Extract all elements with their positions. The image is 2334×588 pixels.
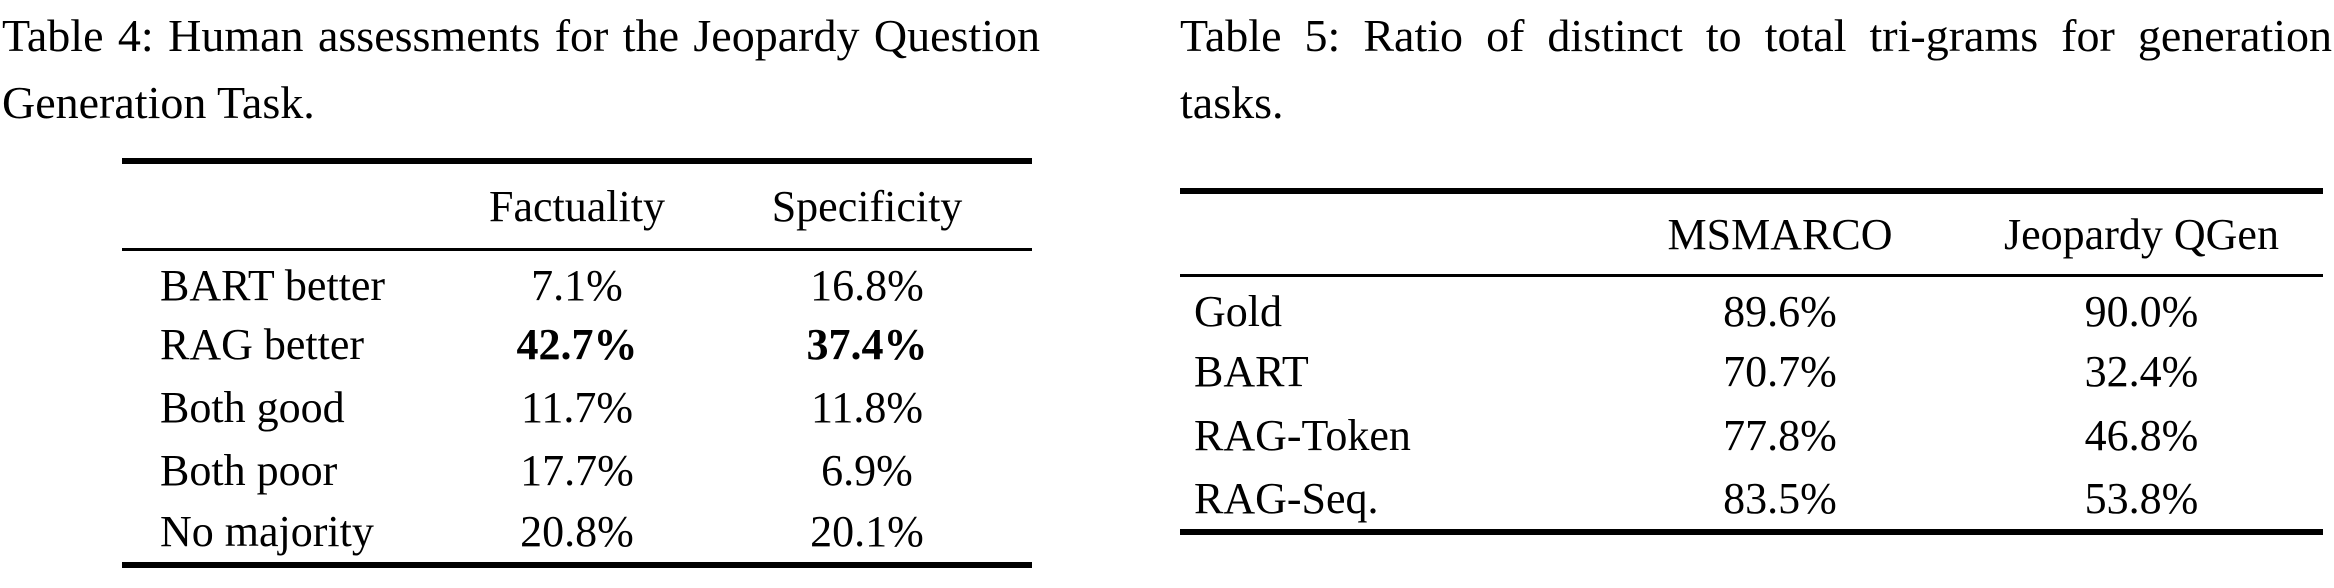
table4-header-specificity: Specificity: [702, 161, 1032, 251]
row-label: No majority: [160, 507, 374, 556]
msmarco-value: 83.5%: [1723, 473, 1837, 523]
table5-section: Table 5: Ratio of distinct to total tri-…: [1180, 0, 2332, 588]
row-label: Both good: [160, 382, 345, 432]
table4-section: Table 4: Human assessments for the Jeopa…: [2, 0, 1040, 588]
table4-caption: Table 4: Human assessments for the Jeopa…: [2, 10, 1040, 128]
table-row: RAG-Token 77.8% 46.8%: [1180, 404, 2323, 468]
table5-empty-header: [1180, 191, 1600, 277]
factuality-value: 7.1%: [531, 260, 623, 310]
jeopardy-qgen-value: 32.4%: [2084, 347, 2199, 396]
specificity-value: 11.8%: [810, 382, 924, 432]
table4-header-row: Factuality Specificity: [122, 161, 1032, 251]
factuality-value: 20.8%: [520, 507, 634, 556]
jeopardy-qgen-value: 53.8%: [2084, 473, 2199, 523]
table4: Factuality Specificity BART better 7.1% …: [122, 158, 1032, 568]
row-label: RAG-Token: [1194, 411, 1411, 460]
msmarco-value: 89.6%: [1723, 287, 1837, 337]
specificity-value: 20.1%: [810, 507, 924, 556]
table-row: Both poor 17.7% 6.9%: [122, 439, 1032, 502]
table5-header-jeopardy-qgen: Jeopardy QGen: [1960, 191, 2323, 277]
row-label: RAG-Seq.: [1194, 473, 1379, 523]
table4-header-factuality: Factuality: [452, 161, 702, 251]
table-row: No majority 20.8% 20.1%: [122, 502, 1032, 565]
row-label: RAG better: [160, 319, 365, 369]
msmarco-value: 77.8%: [1723, 411, 1837, 460]
row-label: Both poor: [160, 445, 338, 495]
table-row: Gold 89.6% 90.0%: [1180, 276, 2323, 340]
jeopardy-qgen-value: 90.0%: [2084, 287, 2199, 337]
table-row: RAG-Seq. 83.5% 53.8%: [1180, 468, 2323, 532]
factuality-value: 11.7%: [520, 382, 634, 432]
msmarco-value: 70.7%: [1723, 347, 1837, 396]
table5-header-msmarco: MSMARCO: [1600, 191, 1960, 277]
table5-caption: Table 5: Ratio of distinct to total tri-…: [1180, 10, 2332, 128]
table5: MSMARCO Jeopardy QGen Gold 89.6% 90.0% B…: [1180, 188, 2323, 535]
table-row: RAG better 42.7% 37.4%: [122, 313, 1032, 376]
specificity-value: 37.4%: [806, 319, 928, 369]
row-label: Gold: [1194, 287, 1282, 337]
specificity-value: 6.9%: [821, 445, 913, 495]
factuality-value: 42.7%: [516, 319, 638, 369]
jeopardy-qgen-value: 46.8%: [2084, 411, 2199, 460]
row-label: BART better: [160, 260, 386, 310]
table5-header-row: MSMARCO Jeopardy QGen: [1180, 191, 2323, 277]
row-label: BART: [1194, 347, 1309, 396]
table-row: BART 70.7% 32.4%: [1180, 340, 2323, 404]
factuality-value: 17.7%: [520, 445, 634, 495]
table-row: BART better 7.1% 16.8%: [122, 250, 1032, 313]
table-row: Both good 11.7% 11.8%: [122, 376, 1032, 439]
table4-empty-header: [122, 161, 452, 251]
specificity-value: 16.8%: [810, 260, 924, 310]
